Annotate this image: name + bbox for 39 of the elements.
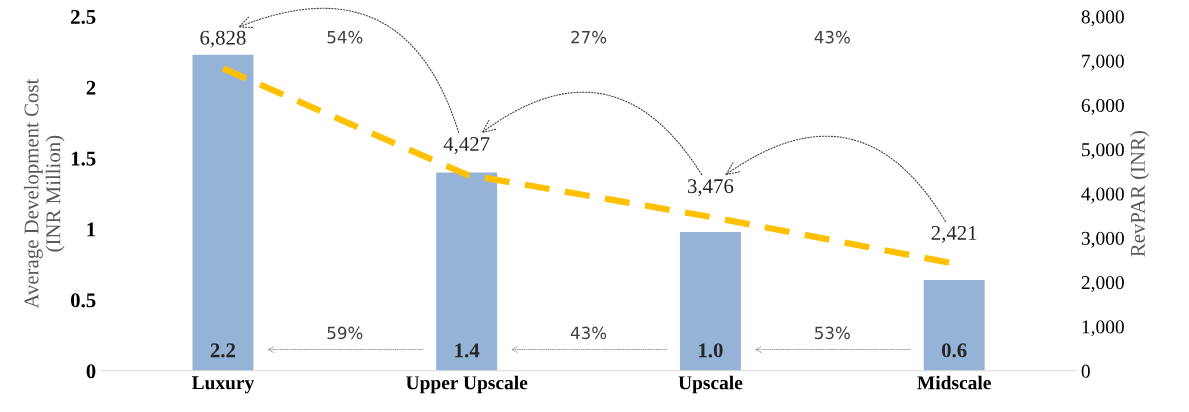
bar [923, 280, 985, 371]
y2-tick-label: 8,000 [1081, 10, 1124, 27]
y2-tick-label: 0 [1081, 364, 1090, 378]
y2-tick-label: 5,000 [1082, 143, 1124, 160]
annotation: 27% [571, 30, 607, 44]
data-label: 2.2 [210, 343, 236, 358]
data-label: 4,427 [443, 137, 490, 155]
y-tick-label: 2 [86, 80, 96, 95]
y-tick-label: 2.5 [71, 9, 96, 24]
bar [192, 54, 254, 371]
y2-tick-label: 7,000 [1082, 54, 1124, 71]
data-label: 1.0 [699, 343, 723, 358]
y2-tick-label: 2,000 [1081, 276, 1124, 292]
annotation: 43% [570, 326, 607, 340]
annotation: 53% [815, 326, 850, 340]
x-tick-label: Upper Upscale [406, 375, 528, 394]
x-tick-label: Luxury [191, 376, 255, 394]
y-tick-label: 0 [86, 364, 96, 379]
x-tick-label: Midscale [917, 375, 991, 390]
annotation: 43% [814, 30, 850, 44]
data-label: 2,421 [931, 225, 977, 243]
data-label: 1.4 [455, 343, 480, 358]
y-tick-label: 1 [87, 222, 96, 237]
y2-tick-label: 1,000 [1082, 320, 1124, 337]
data-label: 3,476 [687, 179, 734, 197]
data-label: 6,828 [200, 30, 246, 48]
data-label: 0.6 [941, 343, 967, 358]
bar [679, 231, 741, 371]
y2-tick-label: 4,000 [1081, 187, 1124, 204]
x-tick-label: Upscale [678, 375, 743, 394]
annotation: 59% [327, 326, 363, 340]
y-tick-label: 1.5 [71, 151, 96, 166]
y2-axis-title: RevPAR (INR) [1130, 130, 1150, 257]
y2-tick-label: 6,000 [1081, 98, 1124, 115]
y-axis-title: Average Development Cost (INR Million) [23, 78, 65, 309]
annotation: 54% [327, 30, 363, 44]
bar [436, 172, 498, 371]
y2-tick-label: 3,000 [1081, 231, 1124, 248]
y-tick-label: 0.5 [70, 293, 96, 308]
